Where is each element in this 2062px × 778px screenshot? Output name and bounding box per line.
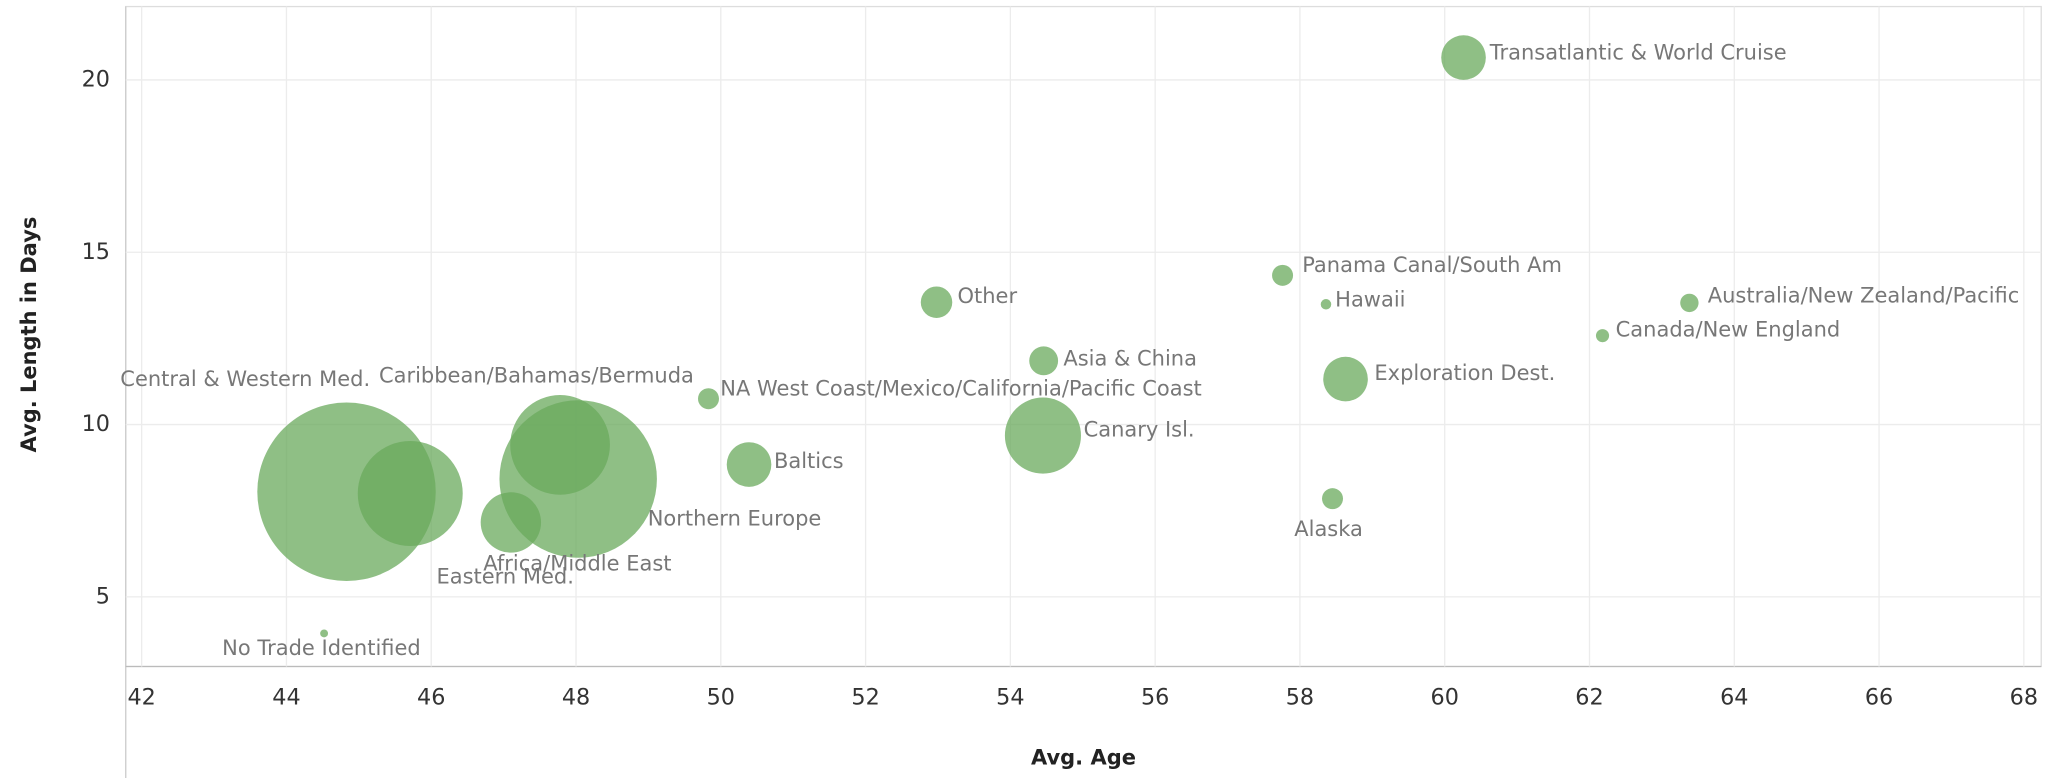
bubble	[1441, 35, 1486, 80]
x-tick-label: 48	[562, 684, 590, 710]
y-tick-label: 5	[96, 583, 110, 609]
data-label: Caribbean/Bahamas/Bermuda	[379, 364, 694, 388]
bubble	[1680, 293, 1699, 313]
x-tick-label: 56	[1141, 684, 1169, 710]
data-label: Canary Isl.	[1084, 417, 1195, 441]
bubble	[1004, 397, 1081, 474]
data-label: Africa/Middle East	[483, 551, 671, 575]
data-label: Northern Europe	[648, 507, 822, 531]
x-tick-label: 62	[1575, 684, 1603, 710]
data-label: Australia/New Zealand/Pacific	[1708, 283, 2020, 307]
data-label: Alaska	[1294, 517, 1363, 541]
bubble	[1323, 356, 1368, 402]
x-tick-label: 68	[2010, 684, 2038, 710]
bubble	[1320, 299, 1332, 310]
bubble	[697, 388, 719, 410]
data-label: Transatlantic & World Cruise	[1489, 41, 1787, 65]
x-tick-label: 60	[1431, 684, 1459, 710]
bubble	[726, 442, 772, 487]
x-tick-label: 64	[1720, 684, 1748, 710]
bubble	[920, 286, 953, 318]
bubble	[1029, 346, 1059, 376]
bubble	[320, 629, 329, 638]
data-label: Central & Western Med.	[120, 367, 370, 391]
y-tick-label: 10	[82, 411, 110, 437]
data-label: Panama Canal/South Am	[1302, 253, 1562, 277]
data-label: Hawaii	[1335, 287, 1405, 311]
bubble	[480, 492, 542, 553]
data-label: Exploration Dest.	[1374, 361, 1555, 385]
x-tick-label: 66	[1865, 684, 1893, 710]
x-tick-label: 52	[851, 684, 879, 710]
bubble	[1272, 264, 1294, 286]
data-label: Canada/New England	[1616, 317, 1841, 341]
data-label: NA West Coast/Mexico/California/Pacific …	[720, 377, 1202, 401]
x-tick-label: 44	[272, 684, 300, 710]
y-tick-label: 20	[82, 66, 110, 92]
data-label: No Trade Identified	[222, 636, 421, 660]
bubble	[357, 441, 463, 546]
x-tick-label: 58	[1286, 684, 1314, 710]
data-label: Other	[958, 284, 1018, 308]
data-label: Eastern Med.	[436, 564, 573, 588]
y-tick-label: 15	[82, 239, 110, 265]
bubble	[1322, 488, 1344, 510]
x-tick-label: 50	[707, 684, 735, 710]
data-label: Baltics	[774, 449, 844, 473]
data-label: Asia & China	[1063, 347, 1197, 371]
x-tick-label: 54	[996, 684, 1024, 710]
x-tick-label: 42	[127, 684, 155, 710]
bubble	[1595, 329, 1610, 343]
x-axis-title: Avg. Age	[1031, 745, 1136, 769]
x-tick-label: 46	[417, 684, 445, 710]
y-axis-title: Avg. Length in Days	[17, 217, 41, 453]
